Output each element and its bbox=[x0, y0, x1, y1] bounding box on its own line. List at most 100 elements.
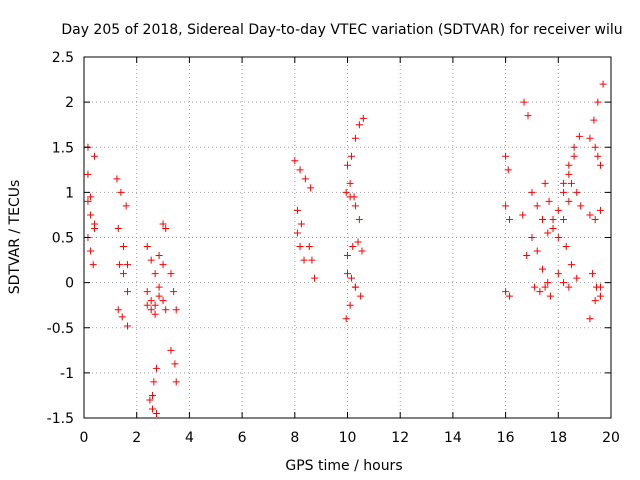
data-point bbox=[523, 252, 531, 260]
data-point bbox=[171, 360, 179, 368]
x-tick-label: 20 bbox=[602, 430, 620, 446]
data-point bbox=[308, 256, 316, 264]
data-point bbox=[590, 116, 598, 124]
data-point bbox=[146, 396, 154, 404]
chart-title: Day 205 of 2018, Sidereal Day-to-day VTE… bbox=[61, 22, 622, 38]
data-point bbox=[586, 134, 594, 142]
y-tick-label: 2 bbox=[65, 95, 74, 111]
data-point bbox=[155, 252, 163, 260]
data-point bbox=[89, 261, 97, 269]
data-point bbox=[167, 270, 175, 278]
data-point bbox=[506, 215, 514, 223]
data-point bbox=[573, 188, 581, 196]
data-point bbox=[502, 202, 510, 210]
data-point bbox=[541, 283, 549, 291]
data-point bbox=[344, 270, 351, 278]
data-point bbox=[570, 143, 578, 151]
data-point bbox=[519, 211, 527, 219]
x-tick-label: 0 bbox=[80, 430, 89, 446]
data-point bbox=[346, 179, 354, 187]
data-point bbox=[586, 211, 594, 219]
data-point bbox=[172, 378, 180, 386]
data-point bbox=[307, 184, 315, 192]
data-point bbox=[596, 161, 604, 169]
data-point bbox=[114, 224, 122, 232]
data-point bbox=[524, 112, 532, 120]
data-point bbox=[123, 322, 131, 330]
data-point bbox=[344, 252, 351, 260]
data-point bbox=[293, 206, 301, 214]
data-point bbox=[560, 279, 568, 287]
data-point bbox=[596, 292, 604, 300]
data-point bbox=[560, 215, 568, 223]
data-point bbox=[549, 224, 557, 232]
data-point bbox=[591, 297, 599, 305]
data-point bbox=[591, 143, 599, 151]
x-tick-label: 8 bbox=[290, 430, 299, 446]
data-point bbox=[167, 346, 175, 354]
data-point bbox=[533, 247, 541, 255]
data-point bbox=[506, 292, 514, 300]
data-point bbox=[502, 152, 510, 160]
data-point bbox=[123, 288, 131, 296]
data-point bbox=[117, 188, 125, 196]
data-point bbox=[120, 270, 128, 278]
data-point bbox=[596, 283, 604, 291]
data-point bbox=[554, 206, 562, 214]
data-point bbox=[349, 243, 357, 251]
data-point bbox=[296, 166, 304, 174]
data-point bbox=[91, 224, 99, 232]
data-point bbox=[120, 243, 128, 251]
x-tick-label: 2 bbox=[132, 430, 141, 446]
data-point bbox=[577, 202, 585, 210]
data-point bbox=[575, 132, 583, 140]
data-point bbox=[594, 152, 602, 160]
x-tick-label: 6 bbox=[238, 430, 247, 446]
x-tick-label: 16 bbox=[497, 430, 515, 446]
data-point bbox=[84, 197, 92, 205]
data-point bbox=[565, 161, 573, 169]
data-point bbox=[567, 179, 575, 187]
data-point bbox=[359, 114, 367, 122]
data-point bbox=[599, 80, 607, 88]
data-point bbox=[560, 179, 568, 187]
data-point bbox=[346, 193, 354, 201]
data-point bbox=[170, 288, 178, 296]
data-point bbox=[87, 211, 95, 219]
data-point bbox=[536, 288, 544, 296]
data-points bbox=[84, 80, 607, 417]
data-point bbox=[533, 202, 541, 210]
data-point bbox=[143, 301, 151, 309]
data-point bbox=[346, 301, 354, 309]
data-point bbox=[147, 256, 155, 264]
data-point bbox=[562, 243, 570, 251]
data-point bbox=[573, 274, 581, 282]
data-point bbox=[87, 193, 95, 201]
x-tick-label: 14 bbox=[444, 430, 462, 446]
x-tick-label: 18 bbox=[549, 430, 567, 446]
data-point bbox=[565, 197, 573, 205]
data-point bbox=[311, 274, 319, 282]
data-point bbox=[293, 229, 301, 237]
data-point bbox=[91, 152, 99, 160]
data-point bbox=[143, 288, 151, 296]
y-tick-label: -0.5 bbox=[47, 321, 74, 337]
data-point bbox=[122, 202, 130, 210]
data-point bbox=[596, 206, 604, 214]
data-point bbox=[155, 292, 163, 300]
data-point bbox=[297, 220, 305, 228]
data-point bbox=[143, 243, 151, 251]
data-point bbox=[502, 288, 510, 296]
data-point bbox=[549, 215, 557, 223]
data-point bbox=[541, 179, 549, 187]
data-point bbox=[589, 270, 597, 278]
data-point bbox=[300, 256, 308, 264]
data-point bbox=[342, 188, 350, 196]
data-point bbox=[151, 310, 159, 318]
data-point bbox=[159, 261, 167, 269]
data-point bbox=[538, 215, 546, 223]
data-point bbox=[116, 261, 124, 269]
data-point bbox=[554, 270, 562, 278]
data-point bbox=[344, 161, 351, 169]
data-point bbox=[149, 405, 157, 413]
